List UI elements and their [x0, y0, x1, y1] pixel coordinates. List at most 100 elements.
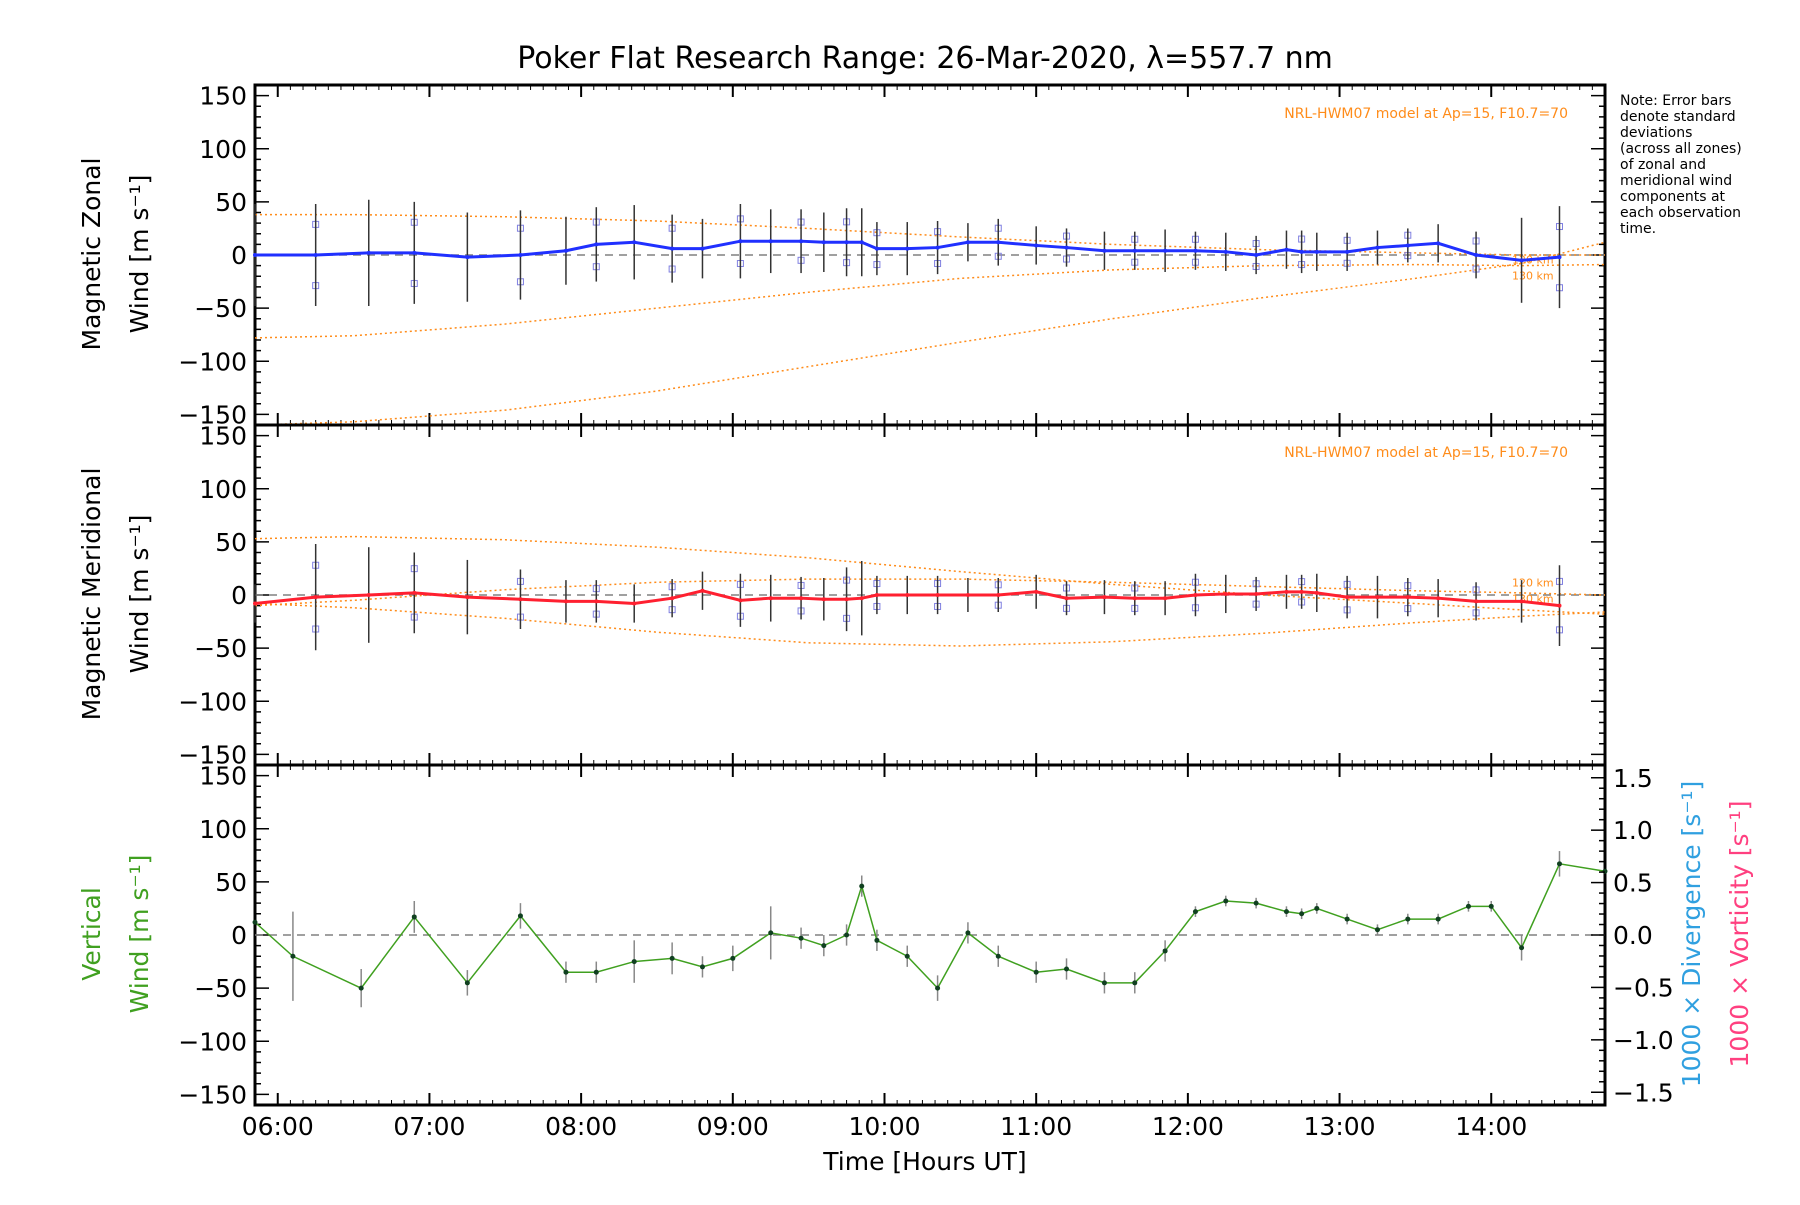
y-tick-label: 0 — [231, 241, 247, 270]
x-axis-label: Time [Hours UT] — [822, 1147, 1026, 1176]
data-point — [1375, 595, 1380, 600]
data-point — [465, 255, 470, 260]
data-point — [669, 955, 675, 961]
x-tick-label: 08:00 — [545, 1112, 617, 1141]
data-point — [1314, 249, 1319, 254]
data-point — [738, 239, 743, 244]
data-point — [1162, 948, 1168, 954]
data-point — [874, 246, 879, 251]
data-point — [252, 919, 258, 925]
data-point — [518, 253, 523, 257]
right-tick-label: 0.0 — [1613, 921, 1653, 950]
data-point — [904, 953, 910, 959]
data-point — [518, 597, 523, 602]
y-tick-label: −100 — [178, 687, 247, 716]
note-line: time. — [1620, 221, 1656, 237]
data-point — [1488, 903, 1494, 909]
data-point — [799, 596, 804, 601]
data-point — [1254, 591, 1259, 596]
data-point — [1602, 868, 1608, 874]
data-point — [768, 239, 773, 244]
data-point — [1405, 916, 1411, 922]
data-point — [1557, 603, 1562, 608]
data-point — [859, 240, 864, 245]
data-point — [965, 240, 970, 245]
data-point — [821, 240, 826, 245]
right-tick-label: 1.5 — [1613, 764, 1653, 793]
data-point — [1223, 898, 1229, 904]
y-tick-label: 0 — [231, 581, 247, 610]
x-tick-label: 06:00 — [242, 1112, 314, 1141]
data-point — [313, 595, 318, 600]
y-tick-label: −50 — [194, 634, 247, 663]
data-point — [1344, 916, 1350, 922]
data-point — [1474, 599, 1479, 604]
data-point — [594, 242, 599, 247]
data-point — [1193, 593, 1198, 597]
data-point — [1284, 589, 1289, 594]
data-point — [1254, 253, 1259, 257]
series-line-meridional — [254, 589, 1560, 608]
vertical-ylabel-1: Vertical — [77, 887, 106, 981]
model-label-zonal: NRL-HWM07 model at Ap=15, F10.7=70 — [1284, 106, 1568, 122]
note-line: each observation — [1620, 205, 1741, 221]
data-point — [290, 953, 296, 959]
data-point — [905, 246, 910, 251]
meridional-ylabel-2: Wind [m s⁻¹] — [125, 515, 154, 674]
data-point — [821, 943, 827, 949]
data-point — [594, 599, 599, 604]
y-tick-label: −150 — [178, 740, 247, 769]
x-tick-label: 13:00 — [1304, 1112, 1376, 1141]
data-point — [465, 595, 470, 600]
y-tick-label: 100 — [199, 475, 247, 504]
data-point — [593, 969, 599, 975]
km-label: 130 km — [1512, 270, 1554, 283]
data-point — [1101, 980, 1107, 986]
y-tick-label: 100 — [199, 135, 247, 164]
note-line: of zonal and — [1620, 157, 1706, 173]
data-point — [730, 955, 736, 961]
vorticity-label: 1000 × Vorticity [s⁻¹] — [1725, 801, 1754, 1068]
data-point — [1253, 900, 1259, 906]
data-point — [411, 914, 417, 920]
data-point — [1223, 591, 1228, 596]
data-point — [670, 246, 675, 251]
note-line: Note: Error bars — [1620, 93, 1731, 109]
data-point — [1345, 249, 1350, 254]
data-point — [874, 937, 880, 943]
data-point — [1374, 927, 1380, 933]
model-curve — [254, 263, 1606, 339]
x-tick-label: 10:00 — [848, 1112, 920, 1141]
data-point — [1519, 258, 1524, 263]
data-point — [798, 935, 804, 941]
data-point — [965, 593, 970, 597]
y-tick-label: 150 — [199, 422, 247, 451]
data-point — [1345, 595, 1350, 600]
y-tick-label: 100 — [199, 815, 247, 844]
data-point — [935, 245, 940, 250]
data-point — [1436, 596, 1441, 601]
data-point — [253, 601, 257, 606]
data-point — [1034, 243, 1039, 248]
data-point — [1223, 249, 1228, 254]
divergence-label: 1000 × Divergence [s⁻¹] — [1677, 781, 1706, 1088]
data-point — [859, 883, 865, 889]
data-point — [1299, 589, 1304, 594]
x-tick-label: 07:00 — [393, 1112, 465, 1141]
note-line: denote standard — [1620, 109, 1736, 125]
data-point — [1163, 248, 1168, 253]
model-curve — [254, 602, 1606, 647]
x-tick-label: 11:00 — [1000, 1112, 1072, 1141]
data-point — [1163, 596, 1168, 601]
data-point — [1435, 916, 1441, 922]
right-tick-label: 1.0 — [1613, 816, 1653, 845]
model-curve — [255, 213, 1605, 256]
data-point — [1519, 599, 1524, 604]
chart-title: Poker Flat Research Range: 26-Mar-2020, … — [517, 41, 1333, 76]
data-point — [700, 246, 705, 251]
data-point — [844, 240, 849, 245]
data-point — [631, 959, 637, 965]
data-point — [1192, 909, 1198, 915]
data-point — [1034, 589, 1039, 594]
data-point — [1375, 245, 1380, 250]
